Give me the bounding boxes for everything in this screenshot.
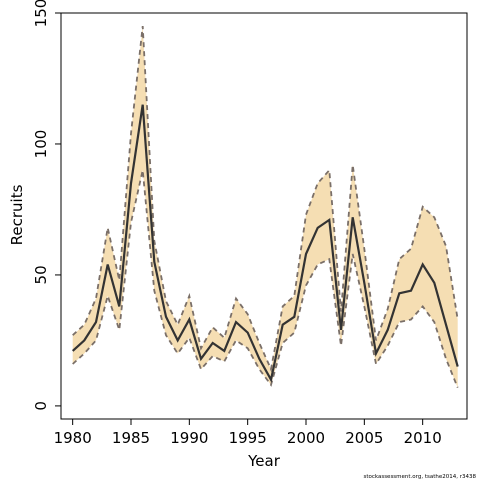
x-tick-label: 1995 — [229, 429, 267, 447]
x-tick-label: 1985 — [112, 429, 150, 447]
x-tick-label: 1990 — [170, 429, 208, 447]
confidence-band — [72, 26, 458, 388]
x-axis-title: Year — [247, 452, 281, 470]
y-tick-label: 50 — [32, 265, 50, 284]
upper-bound-line — [72, 26, 459, 373]
y-tick-label: 100 — [32, 130, 50, 159]
plot-frame — [60, 12, 468, 420]
confidence-band-layer — [72, 26, 458, 388]
x-tick-label: 2000 — [287, 429, 325, 447]
estimate-line-layer — [71, 26, 459, 388]
x-axis: 1980 1985 1990 1995 2000 2005 2010 — [54, 419, 442, 447]
y-axis-title: Recruits — [8, 184, 26, 245]
x-tick-label: 2005 — [345, 429, 383, 447]
y-tick-label: 0 — [32, 401, 50, 411]
lower-bound-line — [72, 170, 459, 388]
y-tick-label: 150 — [32, 0, 50, 27]
source-note: stockassessment.org, tsathe2014, r3438 — [363, 474, 476, 480]
x-tick-label: 1980 — [54, 429, 92, 447]
x-tick-label: 2010 — [404, 429, 442, 447]
estimate-line — [71, 104, 459, 383]
y-axis: 0 50 100 150 — [32, 0, 61, 411]
